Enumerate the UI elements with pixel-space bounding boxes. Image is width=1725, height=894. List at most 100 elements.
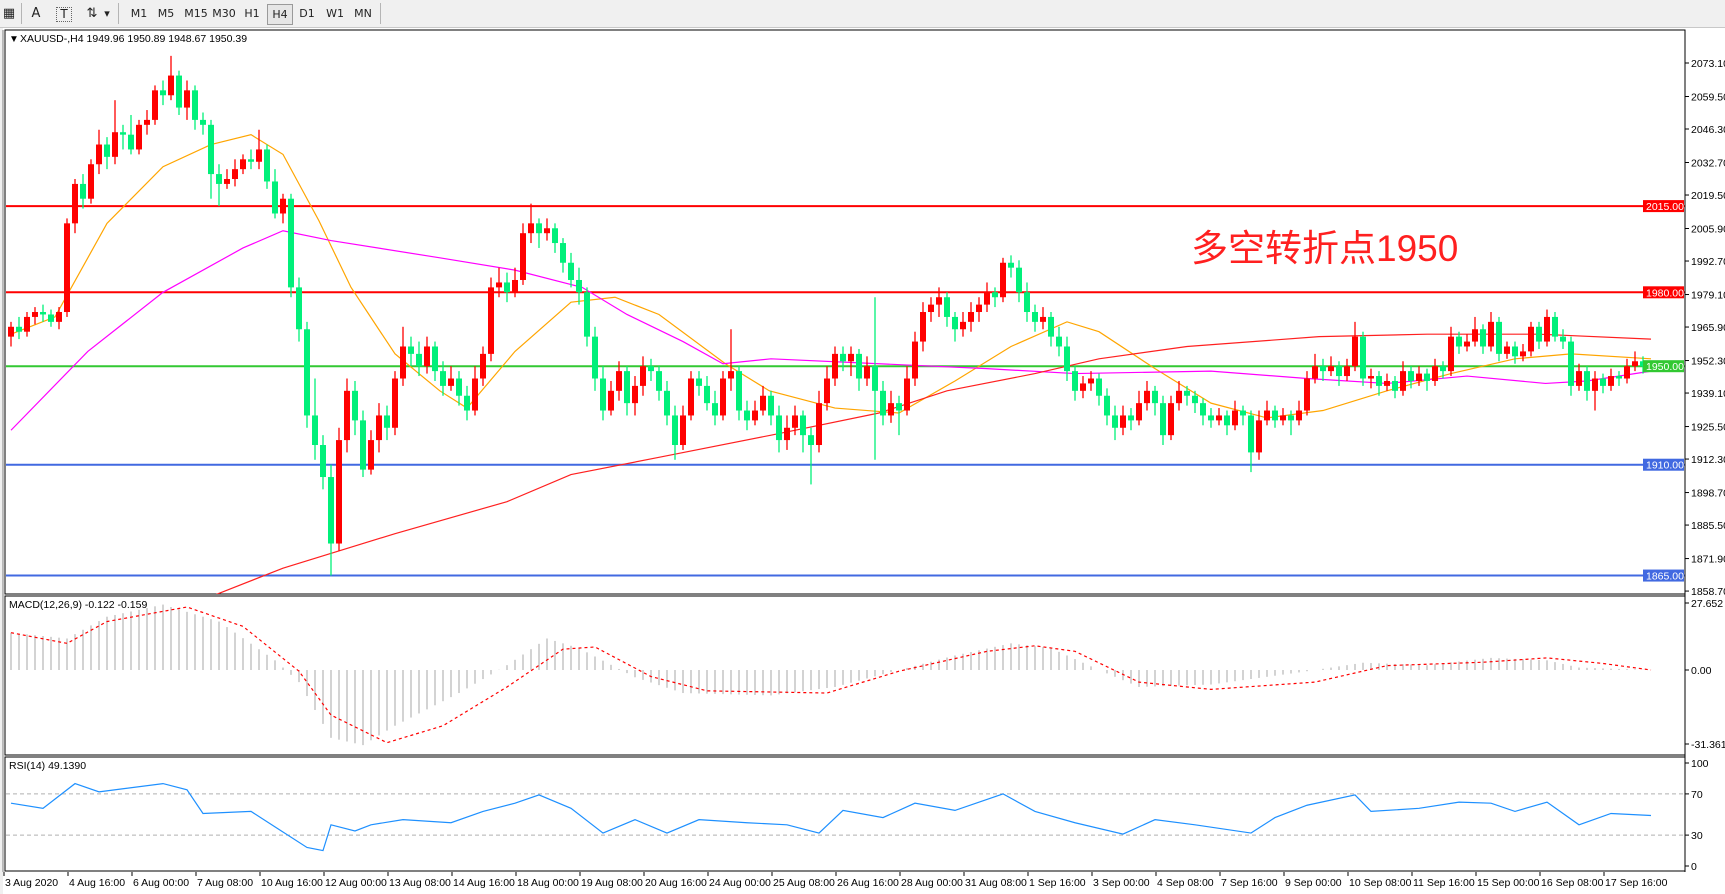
candle [1144,380,1150,411]
candle-body [1056,336,1062,347]
arrows-icon[interactable]: ⇅ [86,6,98,21]
candle-body [784,427,790,441]
price-tick-label: 2032.70 [1691,158,1725,170]
timeframe-m30[interactable]: M30 [212,7,236,20]
candle-body [1504,346,1510,354]
candle [1032,304,1038,332]
level-price-tag [1643,286,1684,299]
timeframe-d1[interactable]: D1 [299,7,315,20]
date-tick-label: 7 Aug 08:00 [197,877,253,889]
price-tick-label: 1939.10 [1691,388,1725,400]
level-price-tag [1643,569,1684,582]
candle-body [568,262,574,280]
candle [584,287,590,347]
candle [224,169,230,189]
candle [1384,373,1390,391]
date-tick-label: 24 Aug 00:00 [709,877,771,889]
candle [1552,312,1558,342]
date-tick-label: 1 Sep 16:00 [1029,877,1086,889]
candle [816,390,822,453]
candle [792,405,798,436]
candle [728,329,734,391]
candle [936,287,942,317]
candle [472,366,478,416]
toolbar-separator [21,3,22,24]
candle-body [416,353,422,367]
level-labels: 2015.00 1980.00 1950.00 1910.00 1865.00 [1643,200,1684,583]
rsi-tick-label: 0 [1691,861,1697,873]
date-tick-label: 3 Sep 00:00 [1093,877,1150,889]
candle-body [192,90,198,120]
candle-body [312,415,318,446]
candle [1392,376,1398,399]
candle-body [56,312,62,322]
candle-body [752,410,758,421]
candle-body [1632,361,1638,367]
candle-body [368,440,374,470]
candle-body [1136,403,1142,421]
candle-body [248,159,254,162]
candle-body [712,403,718,416]
candle [1040,307,1046,330]
candle-body [496,282,502,288]
candle [1472,316,1478,347]
candle [544,218,550,241]
text-icon[interactable]: A [31,6,41,21]
macd-indicator [10,604,1652,746]
candle [1304,371,1310,416]
timeframe-h1[interactable]: H1 [244,7,260,20]
text-label-icon[interactable]: T [56,7,72,22]
date-tick-label: 14 Aug 16:00 [453,877,515,889]
candle-body [384,415,390,428]
candle-body [1128,415,1134,421]
candle-body [928,304,934,313]
candle [1016,260,1022,303]
candle-body [32,312,38,317]
candle-body [48,314,54,322]
date-tick-label: 31 Aug 08:00 [965,877,1027,889]
candle [368,430,374,475]
candle-body [872,366,878,391]
candle [464,385,470,421]
candle [912,331,918,386]
candle [200,112,206,135]
timeframe-h4[interactable]: H4 [267,4,293,25]
candle [552,223,558,253]
candle-body [1368,376,1374,379]
candle-body [840,353,846,362]
candle [32,307,38,325]
candle [1152,385,1158,416]
candle [984,282,990,313]
candle-body [1616,376,1622,379]
level-price-label: 1865.00 [1646,571,1684,583]
candle [1192,390,1198,413]
candle [344,378,350,453]
grid-font-icon[interactable]: ▦ [2,6,16,21]
annotation-text[interactable]: 多空转折点1950 [1191,228,1458,269]
candle [760,385,766,416]
candle [488,277,494,362]
candle [688,371,694,421]
candle-body [88,164,94,199]
candle [624,366,630,416]
price-tick-label: 1912.30 [1691,454,1725,466]
timeframe-mn[interactable]: MN [354,7,372,20]
candle [128,114,134,155]
candle [1088,371,1094,391]
timeframe-m5[interactable]: M5 [157,7,175,20]
date-tick-label: 16 Sep 08:00 [1541,877,1604,889]
timeframe-w1[interactable]: W1 [326,7,344,20]
candle [56,307,62,330]
candle [272,169,278,219]
candle-body [1152,390,1158,404]
candle [1008,255,1014,278]
candle [96,129,102,175]
timeframe-m1[interactable]: M1 [130,7,148,20]
chevron-down-icon[interactable]: ▾ [104,7,110,20]
candle-body [608,390,614,411]
candle [40,304,46,322]
symbol-dropdown-icon[interactable]: ▼ [9,34,19,45]
timeframe-m15[interactable]: M15 [184,7,208,20]
chart-background [3,28,1725,894]
